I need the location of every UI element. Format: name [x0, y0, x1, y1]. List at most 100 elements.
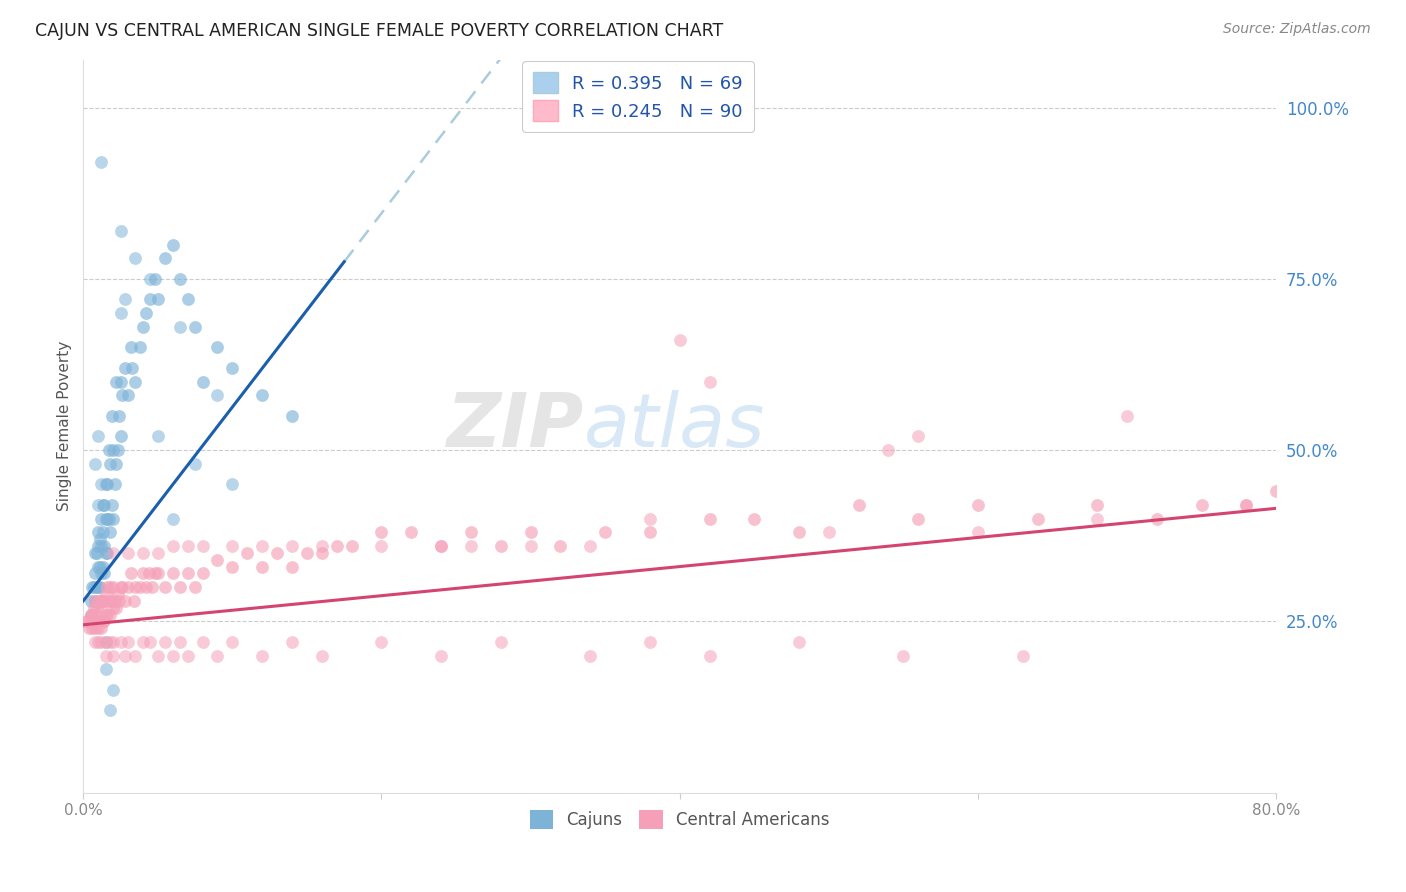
Point — [169, 272, 191, 286]
Point — [90, 477, 112, 491]
Point — [105, 457, 128, 471]
Point — [430, 539, 453, 553]
Point — [111, 580, 134, 594]
Point — [84, 621, 107, 635]
Point — [86, 546, 108, 560]
Point — [100, 498, 122, 512]
Point — [891, 648, 914, 663]
Point — [96, 511, 118, 525]
Point — [138, 566, 160, 581]
Point — [101, 600, 124, 615]
Point — [93, 615, 115, 629]
Point — [877, 443, 900, 458]
Point — [370, 539, 392, 553]
Point — [107, 587, 129, 601]
Point — [129, 340, 152, 354]
Point — [1146, 511, 1168, 525]
Point — [94, 546, 117, 560]
Point — [593, 525, 616, 540]
Point — [80, 594, 103, 608]
Point — [84, 594, 107, 608]
Point — [207, 340, 229, 354]
Point — [579, 539, 602, 553]
Point — [129, 580, 152, 594]
Point — [132, 319, 155, 334]
Point — [86, 615, 108, 629]
Point — [460, 525, 482, 540]
Point — [169, 635, 191, 649]
Point — [579, 648, 602, 663]
Point — [295, 546, 318, 560]
Point — [191, 539, 214, 553]
Point — [87, 635, 110, 649]
Point — [90, 600, 112, 615]
Point — [848, 498, 870, 512]
Point — [98, 703, 121, 717]
Y-axis label: Single Female Poverty: Single Female Poverty — [58, 341, 72, 511]
Point — [519, 525, 541, 540]
Point — [191, 566, 214, 581]
Point — [83, 615, 105, 629]
Point — [139, 272, 162, 286]
Point — [250, 648, 273, 663]
Point — [114, 594, 136, 608]
Point — [114, 360, 136, 375]
Point — [108, 594, 131, 608]
Point — [94, 648, 117, 663]
Point — [91, 498, 114, 512]
Point — [281, 409, 304, 423]
Point — [110, 375, 132, 389]
Point — [90, 635, 112, 649]
Point — [84, 594, 107, 608]
Point — [96, 546, 118, 560]
Point — [89, 559, 111, 574]
Point — [162, 511, 184, 525]
Legend: Cajuns, Central Americans: Cajuns, Central Americans — [523, 803, 837, 836]
Point — [221, 477, 243, 491]
Point — [93, 498, 115, 512]
Point — [817, 525, 839, 540]
Point — [105, 375, 128, 389]
Point — [87, 615, 110, 629]
Point — [111, 388, 134, 402]
Point — [105, 600, 128, 615]
Point — [94, 511, 117, 525]
Point — [1234, 498, 1257, 512]
Point — [107, 443, 129, 458]
Point — [162, 566, 184, 581]
Point — [184, 580, 207, 594]
Point — [155, 252, 177, 266]
Point — [89, 580, 111, 594]
Point — [94, 635, 117, 649]
Point — [139, 635, 162, 649]
Point — [311, 648, 333, 663]
Point — [1191, 498, 1213, 512]
Point — [191, 635, 214, 649]
Point — [146, 546, 169, 560]
Point — [221, 559, 243, 574]
Point — [236, 546, 259, 560]
Point — [84, 607, 107, 622]
Point — [97, 594, 120, 608]
Point — [89, 594, 111, 608]
Point — [100, 594, 122, 608]
Point — [87, 621, 110, 635]
Point — [1085, 498, 1108, 512]
Point — [120, 566, 142, 581]
Point — [82, 580, 104, 594]
Point — [87, 594, 110, 608]
Text: atlas: atlas — [585, 390, 766, 462]
Point — [176, 566, 198, 581]
Point — [162, 539, 184, 553]
Point — [207, 388, 229, 402]
Point — [787, 525, 810, 540]
Point — [155, 580, 177, 594]
Point — [84, 546, 107, 560]
Point — [97, 511, 120, 525]
Point — [90, 539, 112, 553]
Point — [169, 580, 191, 594]
Point — [124, 580, 146, 594]
Point — [141, 580, 163, 594]
Point — [266, 546, 288, 560]
Point — [82, 607, 104, 622]
